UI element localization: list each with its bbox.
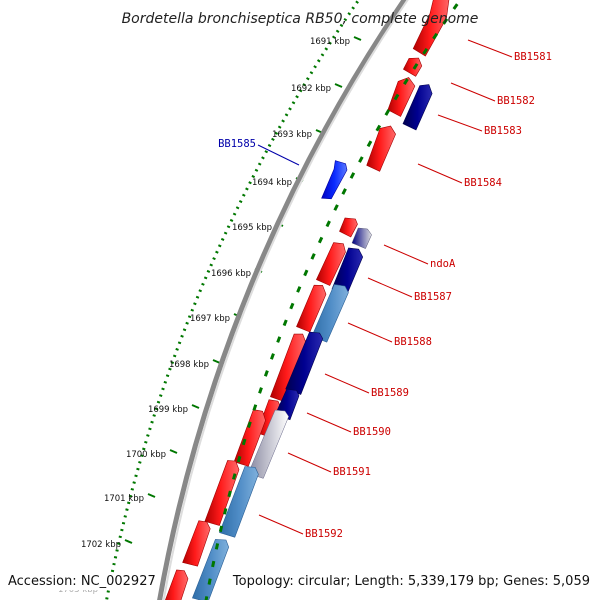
gene-label[interactable]: BB1590 xyxy=(353,426,391,438)
scale-tick xyxy=(212,359,221,364)
gene-arrow-BB1588-steel[interactable] xyxy=(311,284,349,343)
scale-label: 1692 kbp xyxy=(291,84,331,94)
scale-tick xyxy=(191,404,200,409)
scale-label: 1699 kbp xyxy=(148,405,188,415)
gene-leader-line xyxy=(347,322,393,343)
gene-arrow-BB1591[interactable] xyxy=(233,409,266,467)
gene-leader-line xyxy=(367,277,413,298)
scale-label: 1702 kbp xyxy=(81,540,121,550)
gene-leader-line xyxy=(437,114,483,132)
scale-label: 1696 kbp xyxy=(211,269,251,279)
gene-label[interactable]: BB1592 xyxy=(305,528,343,540)
gene-label[interactable]: BB1582 xyxy=(497,95,535,107)
gene-arrow-lower-1[interactable] xyxy=(182,520,211,567)
accession-text: Accession: NC_002927 xyxy=(8,574,156,590)
gene-arrow-BB1592-steel[interactable] xyxy=(219,466,259,538)
scale-label: 1697 kbp xyxy=(190,314,230,324)
gene-label[interactable]: BB1589 xyxy=(371,387,409,399)
gene-leader-line xyxy=(306,412,352,433)
scale-label: 1701 kbp xyxy=(104,494,144,504)
scale-tick xyxy=(124,539,133,544)
gene-arrow-BB1583[interactable] xyxy=(387,77,416,117)
gene-arrow-ndoA[interactable] xyxy=(339,217,358,238)
gene-label[interactable]: BB1583 xyxy=(484,125,522,137)
scale-dotted-track xyxy=(105,0,361,600)
gene-arrow-ndoA-fade[interactable] xyxy=(351,227,372,249)
scale-label: 1693 kbp xyxy=(272,130,312,140)
gene-label[interactable]: BB1591 xyxy=(333,466,371,478)
gene-arrow-BB1581[interactable] xyxy=(412,0,450,57)
topology-text: Topology: circular; Length: 5,339,179 bp… xyxy=(232,574,590,590)
labels-group: BB1581 BB1582 BB1583 BB1584 ndoA BB1587 BB1588… xyxy=(218,39,552,540)
gene-leader-line xyxy=(257,144,300,166)
scale-group: 1691 kbp 1692 kbp 1693 kbp 1694 kbp 1695 kbp… xyxy=(58,36,362,595)
scale-tick xyxy=(334,83,343,88)
gene-leader-line xyxy=(417,163,463,184)
gene-leader-line xyxy=(450,82,496,102)
gene-arrow-BB1592[interactable] xyxy=(204,460,240,526)
map-title: Bordetella bronchiseptica RB50, complete… xyxy=(122,11,479,27)
gene-arrow-BB1588[interactable] xyxy=(296,284,327,333)
gene-label[interactable]: BB1581 xyxy=(514,51,552,63)
scale-label: 1691 kbp xyxy=(310,37,350,47)
genome-backbone-inner xyxy=(162,0,409,600)
gene-arrow-BB1591-fade[interactable] xyxy=(247,409,289,479)
gene-label[interactable]: BB1588 xyxy=(394,336,432,348)
scale-label: 1694 kbp xyxy=(252,178,292,188)
gene-arrow-BB1584[interactable] xyxy=(366,125,396,172)
scale-label: 1695 kbp xyxy=(232,223,272,233)
gene-arrow-BB1585[interactable] xyxy=(321,160,348,200)
gene-label[interactable]: ndoA xyxy=(430,258,456,270)
scale-label: 1698 kbp xyxy=(169,360,209,370)
outer-dashed-track xyxy=(204,0,463,600)
scale-label: 1700 kbp xyxy=(126,450,166,460)
gene-leader-line xyxy=(287,452,332,473)
gene-arrow-BB1582-head[interactable] xyxy=(403,57,423,77)
scale-tick xyxy=(169,449,178,454)
gene-arrow-lower-steel[interactable] xyxy=(191,539,230,600)
gene-leader-line xyxy=(324,373,370,394)
gene-arrow-BB1587[interactable] xyxy=(315,242,346,286)
gene-arrow-lower-2[interactable] xyxy=(162,569,189,600)
gene-leader-line xyxy=(258,514,304,535)
scale-label: 1703 kbp xyxy=(58,585,98,595)
scale-tick xyxy=(147,493,156,498)
gene-label[interactable]: BB1585 xyxy=(218,138,256,150)
scale-tick xyxy=(353,36,362,41)
gene-label[interactable]: BB1587 xyxy=(414,291,452,303)
features-group xyxy=(162,0,450,600)
gene-leader-line xyxy=(467,39,513,58)
gene-arrow-BB1582[interactable] xyxy=(402,84,433,131)
gene-leader-line xyxy=(383,244,429,265)
gene-label[interactable]: BB1584 xyxy=(464,177,502,189)
genome-backbone xyxy=(157,0,408,600)
